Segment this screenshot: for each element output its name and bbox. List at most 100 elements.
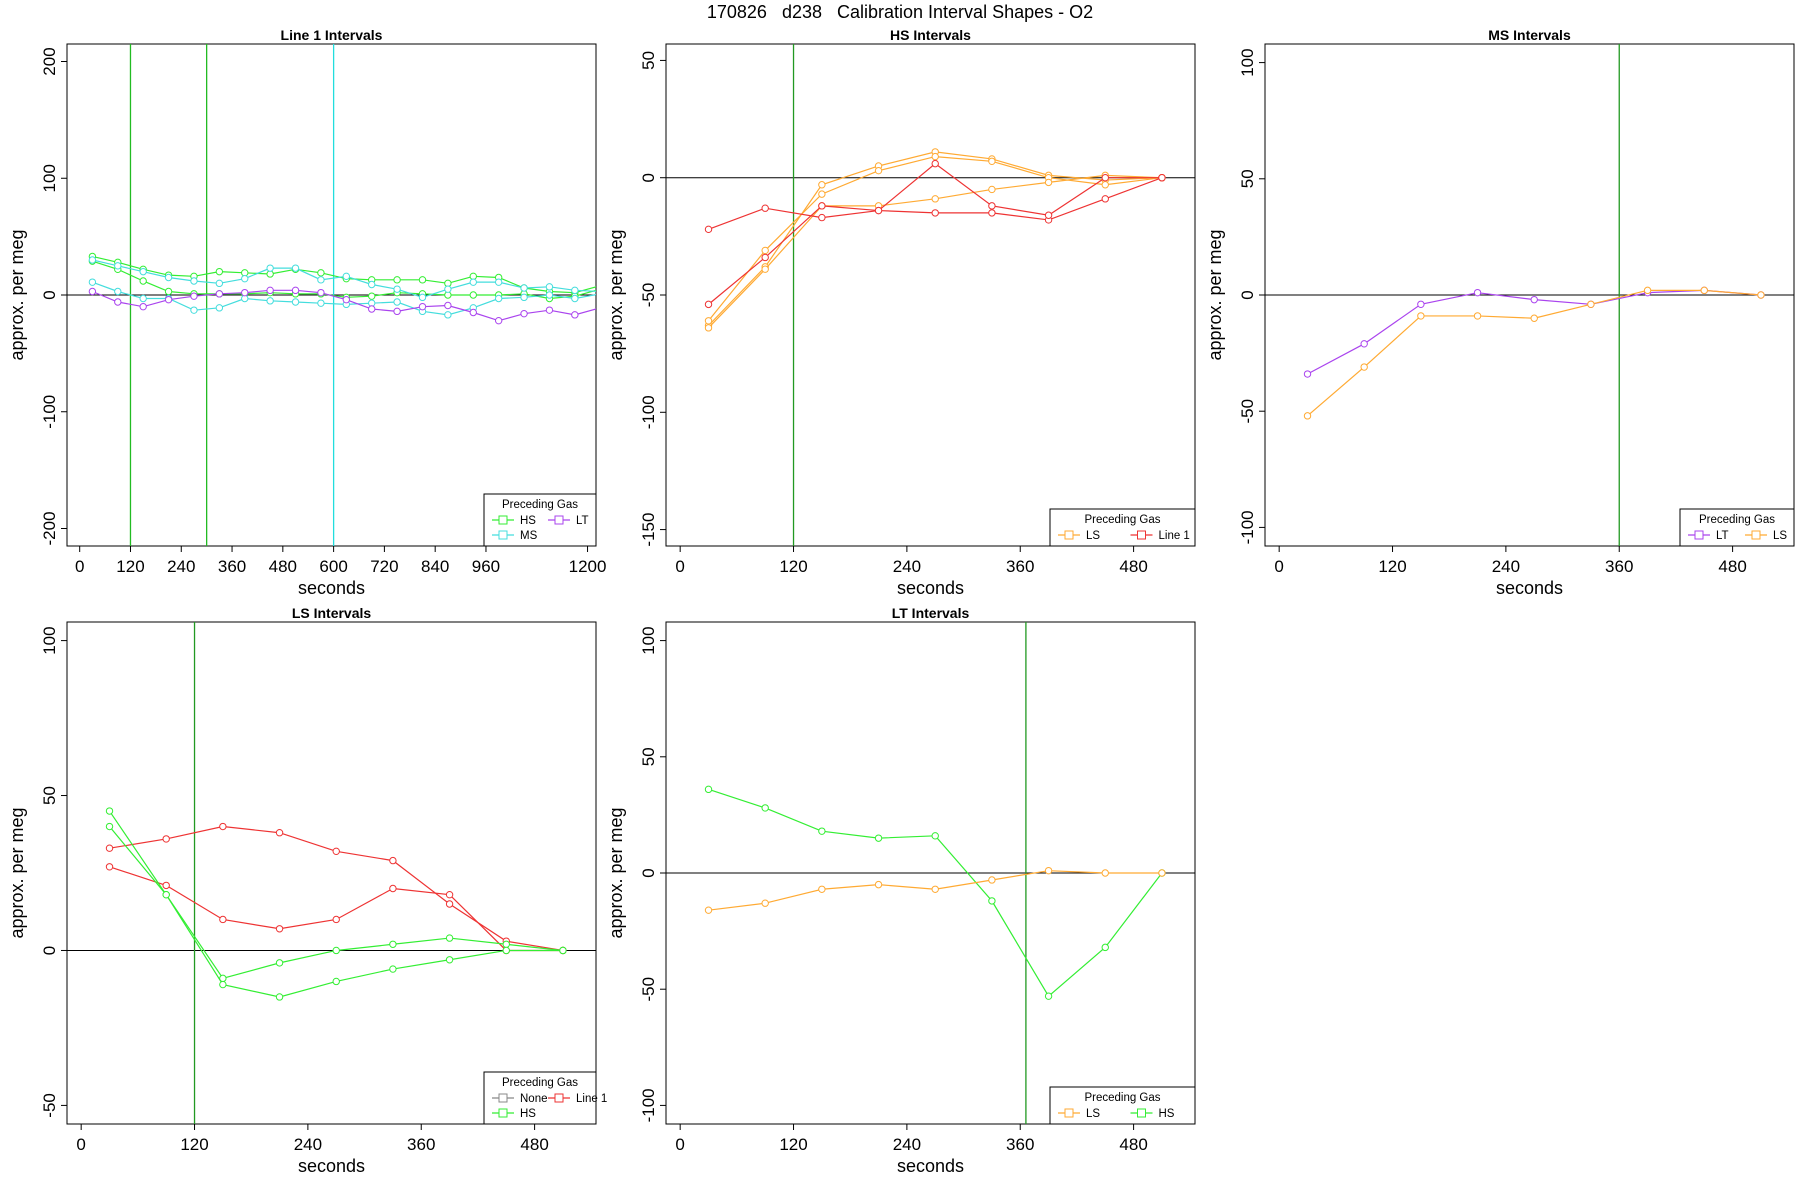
legend-label: HS — [1159, 1108, 1175, 1120]
y-tick-label: 50 — [639, 747, 658, 766]
x-tick-label: 480 — [520, 1135, 548, 1154]
y-tick-label: 50 — [639, 51, 658, 70]
x-tick-label: 360 — [218, 557, 246, 576]
legend-label: HS — [520, 1108, 536, 1120]
x-tick-label: 0 — [76, 1135, 85, 1154]
data-point — [1587, 300, 1595, 308]
data-point — [266, 264, 274, 272]
series-ls — [704, 171, 1166, 332]
legend-entry: None — [492, 1093, 548, 1105]
data-point — [1101, 174, 1109, 182]
legend-swatch-marker — [554, 515, 564, 525]
x-axis-label: seconds — [897, 578, 964, 598]
data-point — [1417, 300, 1425, 308]
data-point — [275, 993, 284, 1001]
data-point — [219, 915, 227, 924]
data-point — [105, 807, 114, 815]
data-point — [761, 804, 769, 812]
panel-4: LS Intervals 0 120 240 360 480 seconds -50 0 50 10… — [7, 605, 607, 1176]
legend-entry: LS — [1745, 530, 1787, 542]
data-point — [219, 980, 227, 989]
legend-entry: Line 1 — [548, 1093, 607, 1105]
data-point — [241, 274, 249, 283]
panel-2: HS Intervals 0 120 240 360 480 seconds -150 -100… — [606, 27, 1196, 598]
data-point — [190, 277, 198, 285]
legend-label: MS — [520, 530, 538, 542]
data-point — [389, 940, 397, 948]
y-tick-label: 100 — [40, 626, 59, 654]
legend-label: LS — [1773, 530, 1787, 542]
series-line — [708, 155, 1163, 322]
x-tick-label: 360 — [1605, 557, 1633, 576]
y-tick-label: -100 — [639, 1088, 658, 1122]
legend: Preceding Gas LT LS — [1679, 508, 1795, 547]
data-point — [393, 298, 401, 306]
data-point — [105, 822, 114, 831]
data-point — [502, 946, 510, 955]
data-point — [818, 827, 826, 835]
data-point — [1158, 869, 1166, 877]
data-point — [266, 286, 274, 295]
data-point — [418, 302, 427, 311]
x-tick-label: 240 — [893, 557, 921, 576]
panel-title: HS Intervals — [890, 27, 971, 43]
legend-swatch-marker — [498, 1108, 508, 1118]
legend-entry: MS — [492, 530, 538, 542]
data-point — [219, 822, 227, 831]
data-point — [164, 295, 173, 304]
y-tick-label: 100 — [639, 626, 658, 654]
legend-label: Line 1 — [1159, 530, 1190, 542]
data-point — [114, 287, 122, 296]
series-line — [109, 866, 563, 952]
x-tick-label: 0 — [75, 557, 84, 576]
data-point — [317, 269, 325, 277]
y-tick-label: -200 — [40, 511, 59, 545]
data-point — [215, 267, 224, 276]
data-point — [105, 863, 114, 871]
data-point — [164, 287, 173, 296]
data-point — [988, 185, 996, 194]
x-tick-label: 360 — [1006, 1135, 1034, 1154]
data-point — [988, 157, 996, 165]
legend-swatch-marker — [554, 1093, 564, 1103]
panel-title: MS Intervals — [1488, 27, 1571, 43]
data-point — [704, 300, 713, 309]
legend-entry: LT — [548, 515, 589, 527]
data-point — [389, 856, 397, 865]
series-ls — [1303, 286, 1765, 420]
legend-swatch-marker — [1064, 530, 1074, 540]
data-point — [332, 977, 340, 986]
legend: Preceding Gas LS HS — [1049, 1086, 1196, 1125]
x-tick-label: 480 — [1718, 557, 1746, 576]
data-point — [88, 287, 97, 296]
data-point — [1360, 363, 1368, 371]
x-tick-label: 600 — [319, 557, 347, 576]
plot-area — [1265, 44, 1794, 546]
series-ls — [704, 866, 1166, 914]
y-tick-label: -100 — [40, 395, 59, 429]
series-line — [708, 162, 1162, 305]
data-point — [571, 294, 579, 303]
data-point — [818, 190, 826, 198]
data-point — [545, 306, 554, 314]
legend-swatch-marker — [1064, 1108, 1074, 1118]
x-tick-label: 960 — [472, 557, 500, 576]
x-tick-label: 120 — [180, 1135, 208, 1154]
data-point — [114, 262, 122, 270]
data-point — [1700, 286, 1708, 295]
data-point — [1158, 174, 1166, 182]
data-point — [1101, 181, 1109, 189]
data-point — [874, 834, 883, 842]
series-line-1 — [105, 822, 567, 955]
y-tick-label: 0 — [639, 868, 658, 877]
data-point — [393, 307, 401, 316]
data-point — [1473, 312, 1482, 320]
series-ls — [704, 148, 1166, 330]
x-tick-label: 240 — [1492, 557, 1520, 576]
x-tick-label: 360 — [407, 1135, 435, 1154]
x-tick-label: 480 — [1119, 557, 1147, 576]
data-point — [445, 934, 454, 942]
data-point — [164, 273, 173, 282]
data-point — [275, 829, 284, 837]
data-point — [332, 915, 340, 924]
